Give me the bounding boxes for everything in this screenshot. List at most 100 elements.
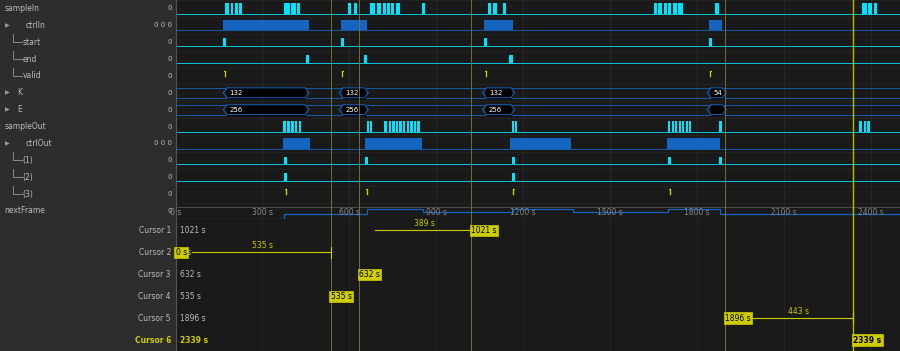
Text: 0 0 0: 0 0 0 — [154, 140, 172, 146]
Bar — [287, 121, 290, 132]
Bar — [348, 4, 351, 13]
Bar — [668, 121, 670, 132]
Polygon shape — [227, 105, 305, 115]
Polygon shape — [711, 105, 723, 115]
Text: 0 s: 0 s — [170, 208, 181, 217]
Bar — [384, 121, 387, 132]
Text: 535 s: 535 s — [180, 292, 201, 301]
Bar — [484, 38, 487, 46]
Text: (1): (1) — [22, 156, 33, 165]
Text: 1896 s: 1896 s — [725, 313, 751, 323]
Bar — [403, 121, 405, 132]
Text: Cursor 1: Cursor 1 — [139, 226, 171, 235]
Text: ▶: ▶ — [4, 141, 9, 146]
Text: 132: 132 — [489, 90, 502, 96]
Bar — [489, 4, 491, 13]
Text: 632 s: 632 s — [180, 270, 201, 279]
Bar — [719, 121, 722, 132]
Text: 2339 s: 2339 s — [853, 336, 881, 345]
Bar — [377, 4, 382, 13]
Bar — [686, 121, 688, 132]
Text: start: start — [22, 38, 40, 47]
Text: 1896 s: 1896 s — [180, 313, 205, 323]
Bar — [367, 121, 369, 132]
Text: 256: 256 — [346, 107, 359, 113]
Bar — [508, 55, 513, 63]
Text: ▶: ▶ — [4, 23, 9, 28]
Bar — [230, 4, 233, 13]
Bar — [292, 121, 293, 132]
Text: 132: 132 — [230, 90, 243, 96]
Bar — [389, 121, 391, 132]
Text: 2100 s: 2100 s — [771, 208, 796, 217]
Bar — [306, 55, 309, 63]
Bar — [708, 20, 722, 31]
Polygon shape — [343, 88, 364, 98]
Bar — [672, 4, 677, 13]
Bar — [223, 20, 309, 31]
Text: end: end — [22, 54, 37, 64]
Text: (2): (2) — [22, 173, 33, 182]
Bar — [414, 121, 416, 132]
Bar — [392, 121, 394, 132]
Text: 389 s: 389 s — [414, 219, 435, 228]
Text: 443 s: 443 s — [788, 307, 809, 316]
Text: Cursor 5: Cursor 5 — [139, 313, 171, 323]
Bar — [653, 4, 657, 13]
Text: Cursor 2: Cursor 2 — [139, 248, 171, 257]
Polygon shape — [227, 88, 305, 98]
Bar — [284, 173, 287, 181]
Bar — [675, 121, 678, 132]
Bar — [689, 121, 691, 132]
Text: 2400 s: 2400 s — [858, 208, 884, 217]
Bar — [392, 4, 394, 13]
Bar — [868, 4, 872, 13]
Text: 0: 0 — [167, 174, 172, 180]
Bar — [708, 38, 712, 46]
Bar — [864, 121, 866, 132]
Bar — [715, 4, 719, 13]
Bar — [396, 121, 398, 132]
Bar — [484, 20, 513, 31]
Bar — [679, 121, 681, 132]
Bar — [668, 157, 671, 164]
Bar — [679, 4, 682, 13]
Text: 900 s: 900 s — [426, 208, 446, 217]
Text: 0: 0 — [167, 208, 172, 214]
Text: 0 s: 0 s — [180, 248, 191, 257]
Polygon shape — [486, 88, 511, 98]
Bar — [223, 38, 226, 46]
Bar — [493, 4, 497, 13]
Bar — [658, 4, 662, 13]
Bar — [292, 4, 296, 13]
Text: 1021 s: 1021 s — [180, 226, 205, 235]
Text: Cursor 3: Cursor 3 — [139, 270, 171, 279]
Text: 535 s: 535 s — [251, 241, 273, 250]
Polygon shape — [711, 88, 723, 98]
Text: 535 s: 535 s — [330, 292, 352, 301]
Text: 0 0 0: 0 0 0 — [154, 22, 172, 28]
Bar — [667, 138, 720, 148]
Bar — [370, 4, 375, 13]
Bar — [370, 121, 372, 132]
Text: 300 s: 300 s — [252, 208, 273, 217]
Text: 132: 132 — [346, 90, 359, 96]
Text: 0: 0 — [167, 191, 172, 197]
Bar — [422, 4, 425, 13]
Text: nextFrame: nextFrame — [4, 206, 45, 216]
Bar — [284, 157, 287, 164]
Bar — [396, 4, 400, 13]
Bar — [410, 121, 412, 132]
Bar — [418, 121, 419, 132]
Text: 600 s: 600 s — [339, 208, 360, 217]
Text: 632 s: 632 s — [359, 270, 380, 279]
Bar — [668, 4, 671, 13]
Text: ctrlOut: ctrlOut — [26, 139, 53, 148]
Text: (3): (3) — [22, 190, 33, 199]
Bar — [364, 55, 367, 63]
Bar — [671, 121, 674, 132]
Bar — [512, 157, 515, 164]
Text: ctrlIn: ctrlIn — [26, 21, 46, 30]
Text: 0: 0 — [167, 90, 172, 96]
Polygon shape — [486, 105, 511, 115]
